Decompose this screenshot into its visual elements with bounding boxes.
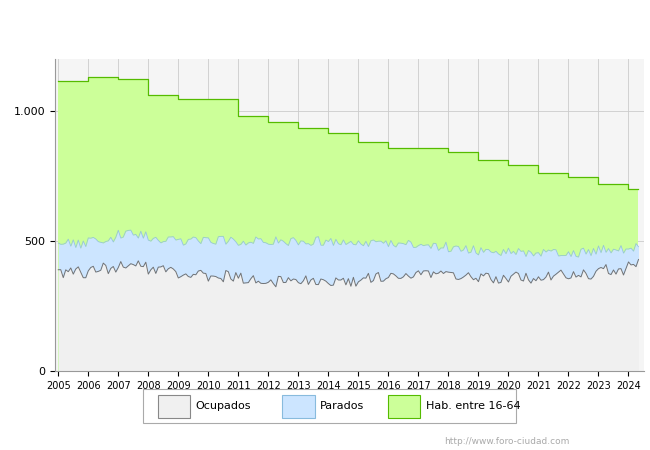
- Text: Hab. entre 16-64: Hab. entre 16-64: [426, 401, 521, 411]
- FancyBboxPatch shape: [158, 396, 190, 418]
- Text: http://www.foro-ciudad.com: http://www.foro-ciudad.com: [445, 436, 569, 446]
- FancyBboxPatch shape: [283, 396, 315, 418]
- Text: Parados: Parados: [320, 401, 365, 411]
- Text: Ocupados: Ocupados: [196, 401, 252, 411]
- FancyBboxPatch shape: [143, 389, 516, 423]
- FancyBboxPatch shape: [388, 396, 420, 418]
- Text: Ríos  -  Evolucion de la poblacion en edad de Trabajar Mayo de 2024: Ríos - Evolucion de la poblacion en edad…: [97, 17, 553, 30]
